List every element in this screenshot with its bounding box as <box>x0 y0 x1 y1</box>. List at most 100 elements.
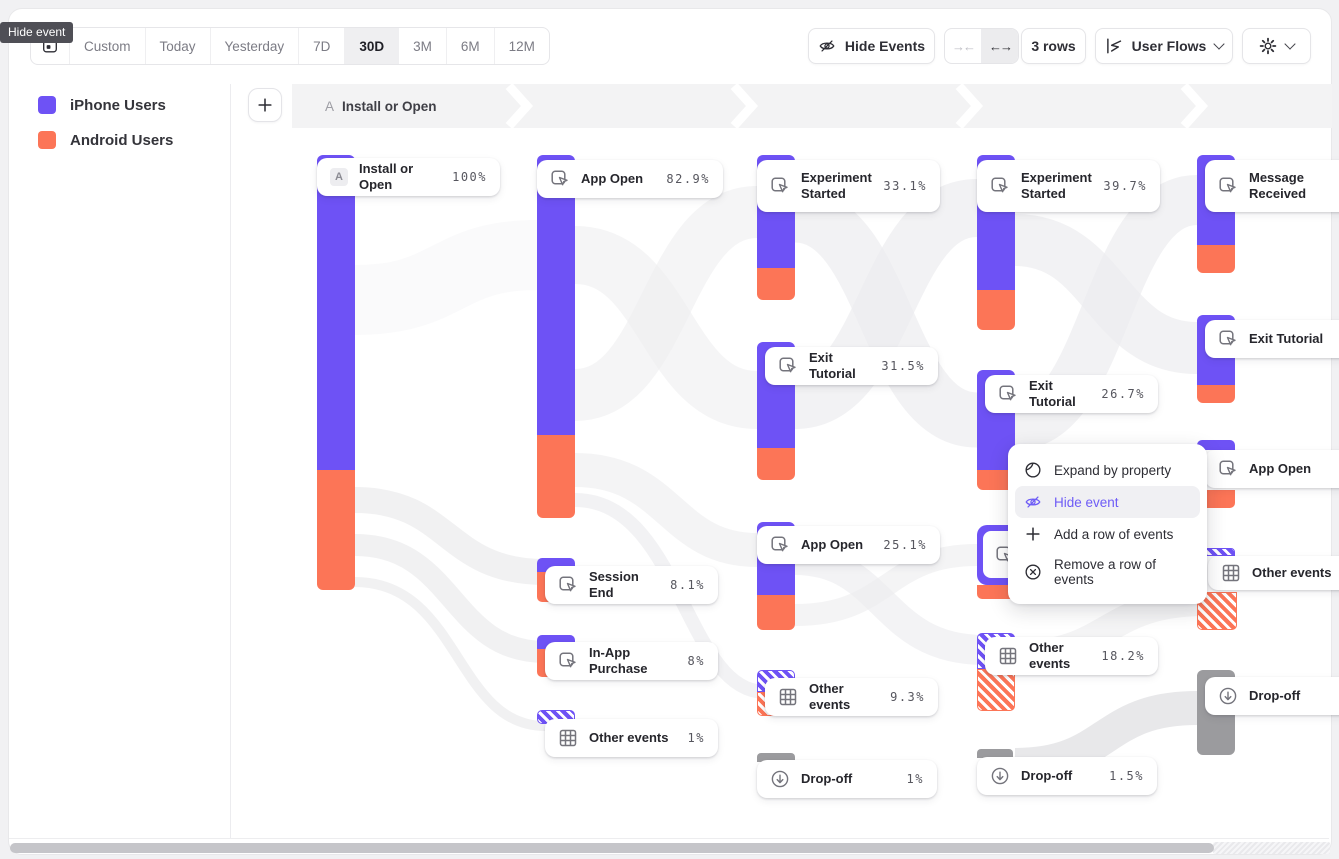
node-card-in-app-purchase[interactable]: In-App Purchase 8% <box>545 642 718 680</box>
node-percent: 26.7% <box>1101 387 1145 401</box>
node-percent: 39.7% <box>1103 179 1147 193</box>
rows-label: 3 rows <box>1031 38 1076 54</box>
tap-event-icon <box>558 651 578 671</box>
node-card-experiment-started-4[interactable]: Experiment Started 39.7% <box>977 160 1160 212</box>
node-label: Other events <box>809 680 851 712</box>
flow-bar-install-iphone[interactable] <box>317 155 355 470</box>
node-card-exit-tutorial[interactable]: Exit Tutorial 31.5% <box>765 347 938 385</box>
grid-events-icon <box>1221 563 1241 583</box>
drop-off-icon <box>990 766 1010 786</box>
flow-bar-appopen-iphone[interactable] <box>537 155 575 435</box>
date-range-6m[interactable]: 6M <box>447 28 495 64</box>
menu-item-add-row-of-events[interactable]: Add a row of events <box>1015 518 1200 550</box>
node-card-app-open[interactable]: App Open 82.9% <box>537 160 723 198</box>
node-card-app-open-3[interactable]: App Open 25.1% <box>757 526 940 564</box>
node-label: Other events <box>1029 639 1071 671</box>
node-card-exit-tutorial-5[interactable]: Exit Tutorial <box>1205 320 1339 358</box>
menu-item-hide-event[interactable]: Hide event <box>1015 486 1200 518</box>
node-card-other-events-3[interactable]: Other events 9.3% <box>765 678 938 716</box>
flow-bar-dropoff3[interactable] <box>757 753 795 762</box>
flow-bar-selected-android[interactable] <box>977 585 1015 599</box>
strip-chevron-icon <box>955 84 983 128</box>
tap-event-icon <box>998 384 1018 404</box>
grid-events-icon <box>778 687 798 707</box>
flow-bar-appopen5-iphone[interactable] <box>1197 440 1235 450</box>
menu-item-remove-row-of-events[interactable]: Remove a row of events <box>1015 550 1200 594</box>
node-percent: 9.3% <box>890 690 925 704</box>
settings-gear-icon <box>1259 37 1277 55</box>
node-card-other-events[interactable]: Other events 1% <box>545 719 718 757</box>
node-card-experiment-started[interactable]: Experiment Started 33.1% <box>757 160 940 212</box>
node-card-other-events-5[interactable]: Other events <box>1208 556 1339 590</box>
node-card-app-open-5[interactable]: App Open <box>1205 450 1339 488</box>
date-range-picker: Custom Today Yesterday 7D 30D 3M 6M 12M <box>30 27 550 65</box>
flow-bar-exittutorial5-android[interactable] <box>1197 385 1235 403</box>
node-card-exit-tutorial-4[interactable]: Exit Tutorial 26.7% <box>985 375 1158 413</box>
flow-bar-appopen3-android[interactable] <box>757 595 795 630</box>
iphone-users-swatch <box>38 96 56 114</box>
tooltip-label: Hide event <box>8 25 66 39</box>
tap-event-icon <box>990 176 1010 196</box>
node-percent: 1% <box>906 772 924 786</box>
legend-item-android-users[interactable]: Android Users <box>38 131 173 149</box>
node-card-install-or-open[interactable]: A Install or Open 100% <box>317 158 500 196</box>
date-range-12m[interactable]: 12M <box>508 38 535 54</box>
menu-item-expand-by-property[interactable]: Expand by property <box>1015 454 1200 486</box>
node-label: Install or Open <box>359 160 414 192</box>
flow-bar-message-android[interactable] <box>1197 245 1235 273</box>
date-range-30d-selected[interactable]: 30D <box>345 28 400 64</box>
date-picker-icon-button[interactable] <box>31 28 70 64</box>
collapse-columns-button[interactable]: →← <box>945 29 982 63</box>
date-range-custom[interactable]: Custom <box>70 28 146 64</box>
flow-bar-dropoff4[interactable] <box>977 749 1013 758</box>
tap-event-icon <box>1218 176 1238 196</box>
node-percent: 33.1% <box>883 179 927 193</box>
hide-events-button[interactable]: Hide Events <box>808 28 935 64</box>
expand-columns-button[interactable]: ←→ <box>982 29 1018 63</box>
android-users-swatch <box>38 131 56 149</box>
drop-off-icon <box>770 769 790 789</box>
flow-bar-expstarted4-android[interactable] <box>977 290 1015 330</box>
flow-bar-otherevents4-hatched-android[interactable] <box>977 669 1015 711</box>
column-width-toggle: →← ←→ <box>944 28 1019 64</box>
node-card-message-received[interactable]: Message Received <box>1205 160 1339 212</box>
add-event-button[interactable] <box>248 88 282 122</box>
tap-event-icon <box>770 176 790 196</box>
tap-event-icon <box>778 356 798 376</box>
date-range-yesterday[interactable]: Yesterday <box>211 28 300 64</box>
legend-item-iphone-users[interactable]: iPhone Users <box>38 96 166 114</box>
flow-bar-install-android[interactable] <box>317 470 355 590</box>
node-card-other-events-4[interactable]: Other events 18.2% <box>985 637 1158 675</box>
settings-dropdown[interactable] <box>1242 28 1311 64</box>
date-range-3m[interactable]: 3M <box>399 28 447 64</box>
menu-item-label: Remove a row of events <box>1054 557 1157 587</box>
node-card-session-end[interactable]: Session End 8.1% <box>545 566 718 604</box>
legend-label: Android Users <box>70 131 174 149</box>
node-card-drop-off-4[interactable]: Drop-off 1.5% <box>977 757 1157 795</box>
node-card-drop-off-5[interactable]: Drop-off <box>1205 677 1339 715</box>
node-label: Session End <box>589 568 639 600</box>
flow-bar-appopen-android[interactable] <box>537 435 575 518</box>
plus-icon <box>1024 525 1042 543</box>
tap-event-icon <box>1218 459 1238 479</box>
flow-bar-expstarted-android[interactable] <box>757 268 795 300</box>
flow-bar-appopen5-android[interactable] <box>1200 490 1235 508</box>
plus-icon <box>256 96 274 114</box>
flow-bar-exittutorial4-android[interactable] <box>977 470 1015 490</box>
node-card-drop-off-3[interactable]: Drop-off 1% <box>757 760 937 798</box>
tap-event-icon <box>558 575 578 595</box>
user-flows-dropdown[interactable]: User Flows <box>1095 28 1233 64</box>
tap-event-icon <box>550 169 570 189</box>
rows-button[interactable]: 3 rows <box>1021 28 1086 64</box>
flow-bar-exittutorial-android[interactable] <box>757 448 795 480</box>
date-range-today[interactable]: Today <box>146 28 211 64</box>
flow-step-header[interactable]: A Install or Open <box>292 84 1332 128</box>
horizontal-scrollbar-thumb[interactable] <box>10 843 1214 853</box>
node-label: Other events <box>589 729 669 745</box>
date-range-7d[interactable]: 7D <box>299 28 346 64</box>
node-percent: 8.1% <box>670 578 705 592</box>
flow-step-prefix: A <box>325 98 335 114</box>
horizontal-scrollbar-track[interactable] <box>1213 842 1330 854</box>
legend-label: iPhone Users <box>70 96 166 114</box>
